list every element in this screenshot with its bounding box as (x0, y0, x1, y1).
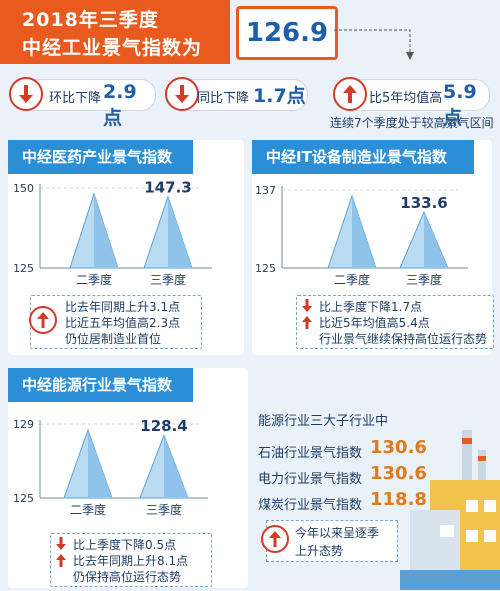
pyramid-bar (69, 192, 119, 269)
energy-notes: 比上季度下降0.5点 比去年同期上升8.1点 仍保持高位运行态势 (50, 533, 212, 587)
it-note-3: 行业景气继续保持高位运行态势 (319, 332, 488, 346)
it-notes: 比上季度下降1.7点 比近5年均值高5.4点 行业景气继续保持高位运行态势 (296, 295, 494, 349)
y-tick-label: 150 (13, 182, 34, 195)
pharma-chart: 150 125 二季度 三季度 147.3 (13, 179, 212, 287)
coal-value: 118.8 (370, 489, 427, 510)
pharma-title: 中经医药产业景气指数 (8, 140, 193, 174)
x-tick-label: 二季度 (76, 272, 112, 287)
stat-yoy: 同比下降 1.7点 (165, 77, 308, 111)
pyramid-bar (327, 194, 377, 269)
power-value: 130.6 (370, 463, 427, 484)
data-label: 147.3 (144, 179, 191, 197)
y-tick-label: 129 (13, 418, 34, 431)
energy-chart: 129 125 二季度 三季度 128.4 (13, 417, 208, 517)
power-label: 电力行业景气指数 (258, 472, 363, 487)
down-arrow-icon (9, 77, 43, 111)
down-arrow-icon (302, 299, 312, 312)
streak-note: 连续7个季度处于较高景气区间 (330, 116, 494, 130)
stat-qoq-label: 环比下降 (49, 91, 102, 106)
energy-note-3: 仍保持高位运行态势 (73, 570, 182, 584)
energy-sub-heading: 能源行业三大子行业中 (258, 414, 389, 429)
factory-illustration (400, 430, 500, 590)
header-title-line1: 2018年三季度 (22, 9, 159, 31)
connector-arrow-icon (334, 29, 414, 60)
y-tick-label: 125 (13, 262, 34, 275)
pharma-note-1: 比去年同期上升3.1点 (65, 300, 181, 314)
pyramid-bar (63, 428, 113, 499)
oil-label: 石油行业景气指数 (258, 446, 363, 461)
energy-note-1: 比上季度下降0.5点 (73, 538, 177, 552)
stat-5yr-value: 5.9点 (443, 81, 477, 129)
energy-note-2: 比去年同期上升8.1点 (73, 554, 189, 568)
down-arrow-icon (165, 77, 199, 111)
y-tick-label: 137 (255, 184, 276, 197)
stat-5yr-label: 比5年均值高 (369, 91, 443, 106)
energy-title: 中经能源行业景气指数 (8, 368, 193, 402)
y-tick-label: 125 (13, 492, 34, 505)
data-label: 128.4 (140, 417, 187, 435)
pyramid-bar (399, 210, 449, 269)
x-tick-label: 三季度 (150, 272, 186, 287)
stat-qoq: 环比下降 2.9点 (9, 77, 156, 129)
pharma-notes: 比去年同期上升3.1点 比近五年均值高2.3点 仍位居制造业首位 (29, 295, 202, 349)
pharma-note-2: 比近五年均值高2.3点 (65, 316, 181, 330)
up-arrow-icon (261, 525, 289, 553)
coal-trend-box: 今年以来呈逐季 上升态势 (261, 520, 398, 562)
up-arrow-icon (302, 316, 312, 329)
header-title-line2: 中经工业景气指数为 (22, 37, 203, 59)
coal-trend-2: 上升态势 (295, 544, 344, 558)
coal-trend-1: 今年以来呈逐季 (295, 526, 380, 540)
coal-label: 煤炭行业景气指数 (258, 498, 363, 513)
it-note-2: 比近5年均值高5.4点 (319, 316, 430, 330)
x-tick-label: 三季度 (146, 502, 182, 517)
data-label: 133.6 (400, 194, 447, 212)
y-tick-label: 125 (255, 262, 276, 275)
stat-qoq-value: 2.9点 (103, 81, 137, 129)
stat-yoy-value: 1.7点 (253, 85, 306, 107)
header-banner: 2018年三季度 中经工业景气指数为 (0, 0, 230, 64)
up-arrow-icon (333, 77, 367, 111)
up-arrow-icon (56, 554, 66, 567)
x-tick-label: 二季度 (334, 272, 370, 287)
oil-value: 130.6 (370, 437, 427, 458)
it-chart: 137 125 二季度 三季度 133.6 (255, 184, 468, 287)
pharma-note-3: 仍位居制造业首位 (65, 332, 162, 346)
pyramid-bar (143, 195, 193, 269)
index-value: 126.9 (236, 6, 338, 60)
stat-yoy-label: 同比下降 (197, 91, 250, 106)
stat-5yr: 比5年均值高 5.9点 (333, 77, 490, 129)
pyramid-bar (139, 433, 189, 499)
down-arrow-icon (56, 537, 66, 550)
x-tick-label: 二季度 (70, 502, 106, 517)
x-tick-label: 三季度 (406, 272, 442, 287)
it-title: 中经IT设备制造业景气指数 (252, 140, 474, 174)
it-note-1: 比上季度下降1.7点 (319, 300, 423, 314)
up-arrow-icon (29, 306, 57, 334)
